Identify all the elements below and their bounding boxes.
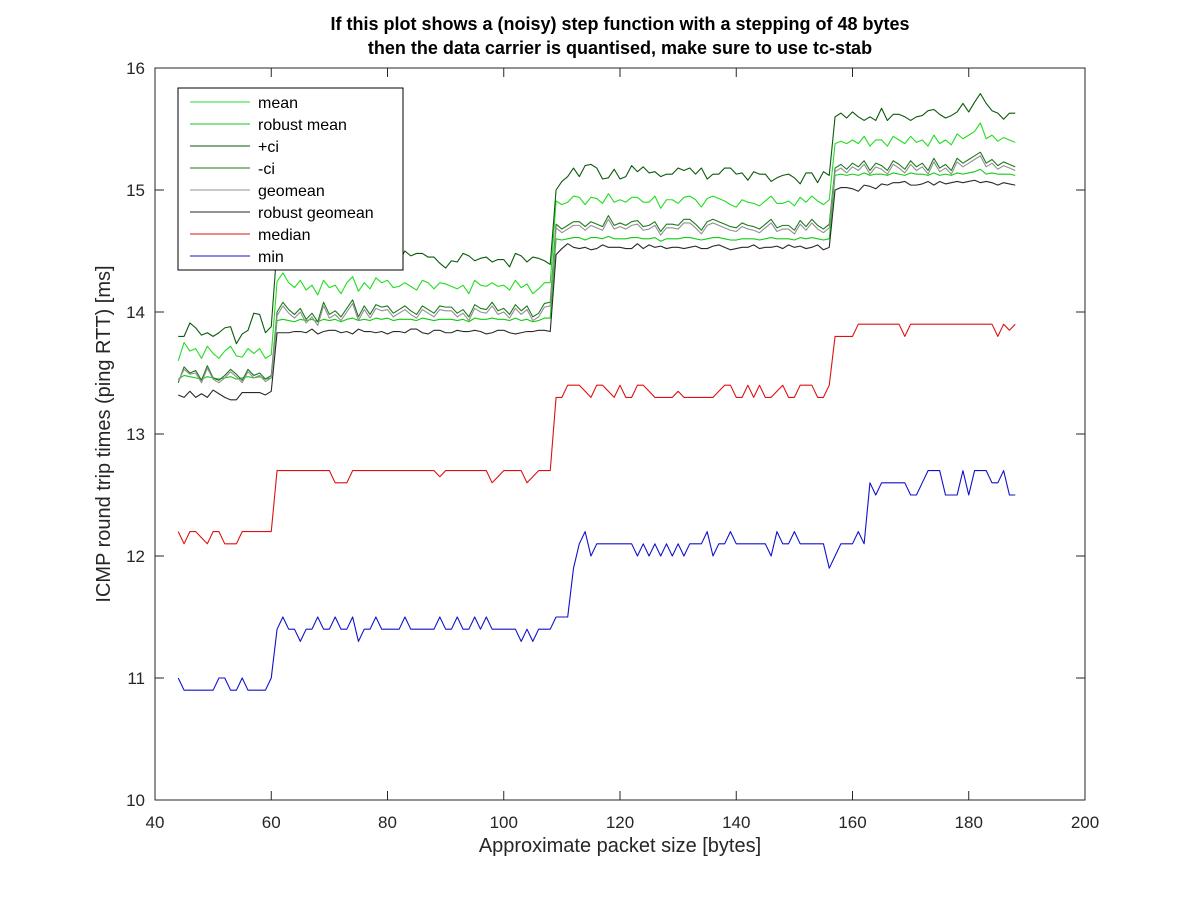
series-layer [177, 93, 1016, 691]
legend-label-min: min [258, 249, 284, 266]
y-tick-label: 12 [126, 547, 145, 566]
legend-label-ci: +ci [258, 139, 279, 156]
x-tick-label: 40 [146, 813, 165, 832]
legend-label-ci: -ci [258, 161, 275, 178]
series-line-min [177, 470, 1016, 691]
y-tick-label: 15 [126, 181, 145, 200]
x-tick-label: 140 [722, 813, 750, 832]
series-line-mean [177, 122, 1016, 361]
x-tick-label: 180 [955, 813, 983, 832]
series-line-median [177, 323, 1016, 545]
legend-label-robust-mean: robust mean [258, 117, 347, 134]
legend-items: mean robust mean +ci -ci geomean robust geome… [190, 95, 374, 266]
legend-label-mean: mean [258, 95, 298, 112]
legend-label-robust-geomean: robust geomean [258, 205, 374, 222]
series-line-robust-geomean [178, 179, 1016, 401]
y-tick-label: 10 [126, 791, 145, 810]
series-line-geomean [177, 155, 1016, 384]
x-tick-label: 200 [1071, 813, 1099, 832]
x-tick-label: 160 [838, 813, 866, 832]
legend-box [177, 87, 404, 271]
chart-title-line-2: then the data carrier is quantised, make… [368, 38, 872, 58]
x-tick-label: 80 [378, 813, 397, 832]
legend-label-median: median [258, 227, 310, 244]
x-tick-label: 100 [490, 813, 518, 832]
y-tick-label: 16 [126, 59, 145, 78]
series-line-ci [177, 151, 1016, 383]
y-tick-label: 13 [126, 425, 145, 444]
x-tick-label: 60 [262, 813, 281, 832]
y-tick-label: 14 [126, 303, 145, 322]
y-axis-label: ICMP round trip times (ping RTT) [ms] [93, 265, 115, 602]
legend-label-geomean: geomean [258, 183, 325, 200]
legend: mean robust mean +ci -ci geomean robust geome… [177, 87, 404, 271]
x-axis-label: Approximate packet size [bytes] [479, 835, 761, 857]
x-tick-label: 120 [606, 813, 634, 832]
chart-title-line-1: If this plot shows a (noisy) step functi… [330, 14, 909, 34]
y-tick-label: 11 [127, 669, 145, 688]
tick-layer: 40 60 80 100 120 140 160 180 200 10 11 12 13 14 15 16 [126, 59, 1099, 832]
